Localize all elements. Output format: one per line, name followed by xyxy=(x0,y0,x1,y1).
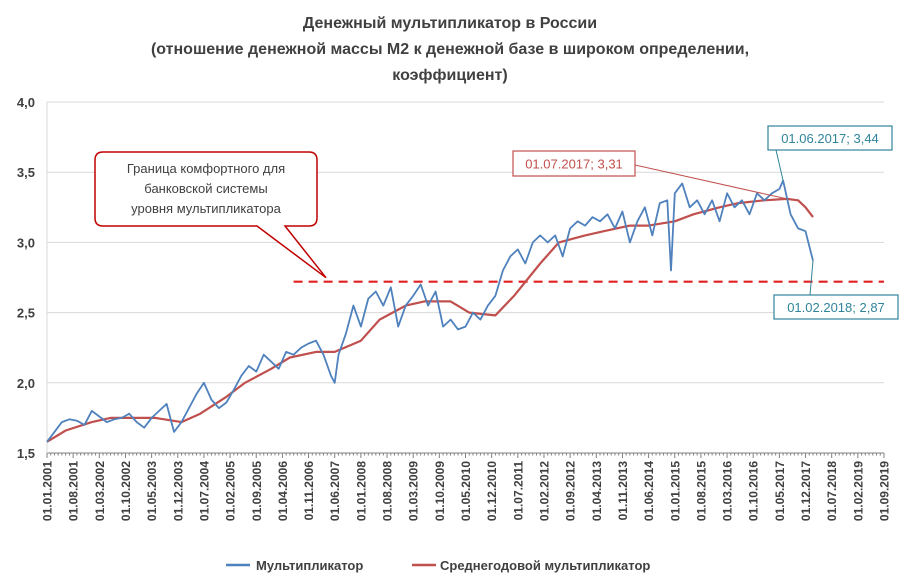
x-tick-label: 01.01.2015 xyxy=(668,461,682,521)
peak-mult-callout-text: 01.06.2017; 3,44 xyxy=(781,131,879,146)
x-tick-label: 01.03.2016 xyxy=(721,461,735,521)
x-tick-label: 01.11.2006 xyxy=(302,461,316,521)
x-tick-label: 01.03.2009 xyxy=(407,461,421,521)
x-tick-label: 01.05.2017 xyxy=(773,461,787,521)
peak-mult-leader-line xyxy=(775,149,784,181)
legend-label: Среднегодовой мультипликатор xyxy=(440,558,650,573)
x-tick-label: 01.09.2012 xyxy=(564,461,578,521)
comfort-callout-box xyxy=(94,151,327,279)
comfort-callout-text: Граница комфортного для xyxy=(127,161,285,176)
x-axis-ticks: 01.01.2001 01.08.2001 01.03.2002 01.10.2002… xyxy=(41,461,892,521)
chart-title-line: Денежный мультипликатор в России xyxy=(303,15,597,32)
x-tick-label: 01.01.2001 xyxy=(41,461,55,521)
x-axis xyxy=(46,102,885,458)
x-tick-label: 01.12.2010 xyxy=(485,461,499,521)
last-mult-callout-box xyxy=(773,294,899,320)
average-multiplier-series-line xyxy=(46,197,814,443)
last-mult-leader-line xyxy=(809,260,814,296)
last-mult-callout-text: 01.02.2018; 2,87 xyxy=(787,300,885,315)
legend-label: Мультипликатор xyxy=(256,558,363,573)
legend: Мультипликатор Среднегодовой мультипликат… xyxy=(226,558,650,573)
x-tick-label: 01.05.2010 xyxy=(459,461,473,521)
comfort-callout-text: уровня мультипликатора xyxy=(131,201,281,216)
x-tick-label: 01.07.2018 xyxy=(825,461,839,521)
x-tick-label: 01.06.2007 xyxy=(328,461,342,521)
x-tick-label: 01.08.2008 xyxy=(381,461,395,521)
x-tick-label: 01.02.2019 xyxy=(851,461,865,521)
y-tick-label: 3,0 xyxy=(17,235,35,250)
x-tick-label: 01.12.2017 xyxy=(799,461,813,521)
x-tick-label: 01.09.2019 xyxy=(878,461,892,521)
x-tick-label: 01.02.2005 xyxy=(224,461,238,521)
chart-title-line: коэффициент) xyxy=(392,67,507,84)
x-tick-label: 01.08.2015 xyxy=(694,461,708,521)
series xyxy=(46,179,814,443)
peak-mult-callout-box xyxy=(767,125,893,151)
x-tick-label: 01.11.2013 xyxy=(616,461,630,521)
x-tick-label: 01.06.2014 xyxy=(642,461,656,521)
x-tick-label: 01.08.2001 xyxy=(67,461,81,521)
grid-lines xyxy=(47,101,884,384)
x-tick-label: 01.03.2002 xyxy=(93,461,107,521)
x-tick-label: 01.09.2005 xyxy=(250,461,264,521)
y-tick-label: 3,5 xyxy=(17,165,35,180)
y-tick-label: 4,0 xyxy=(17,95,35,110)
y-axis-ticks: 1,5 2,0 2,5 3,0 3,5 4,0 xyxy=(17,95,35,461)
y-tick-label: 2,5 xyxy=(17,306,35,321)
y-tick-label: 2,0 xyxy=(17,376,35,391)
x-tick-label: 01.04.2006 xyxy=(276,461,290,521)
x-tick-label: 01.12.2003 xyxy=(171,461,185,521)
chart-title: Денежный мультипликатор в России (отношен… xyxy=(151,15,749,84)
x-tick-label: 01.01.2008 xyxy=(354,461,368,521)
peak-avg-callout-box xyxy=(512,150,636,177)
x-tick-label: 01.02.2012 xyxy=(537,461,551,521)
comfort-callout-text: банковской системы xyxy=(144,181,267,196)
x-tick-label: 01.10.2009 xyxy=(433,461,447,521)
x-tick-label: 01.10.2016 xyxy=(747,461,761,521)
chart-title-line: (отношение денежной массы М2 к денежной … xyxy=(151,41,749,58)
multiplier-series-line xyxy=(46,179,814,443)
x-tick-label: 01.07.2004 xyxy=(197,461,211,521)
peak-avg-callout-text: 01.07.2017; 3,31 xyxy=(525,157,623,172)
x-tick-label: 01.10.2002 xyxy=(119,461,133,521)
x-tick-label: 01.07.2011 xyxy=(511,461,525,521)
y-tick-label: 1,5 xyxy=(17,446,35,461)
annotations: Граница комфортного для банковской систем… xyxy=(94,125,899,320)
x-tick-label: 01.04.2013 xyxy=(590,461,604,521)
peak-avg-leader-line xyxy=(634,164,787,200)
x-tick-label: 01.05.2003 xyxy=(145,461,159,521)
